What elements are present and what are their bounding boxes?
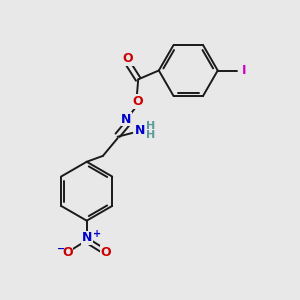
Text: −: − — [57, 244, 65, 254]
Text: H: H — [146, 130, 155, 140]
Text: O: O — [123, 52, 133, 65]
Text: H: H — [146, 122, 155, 131]
Text: I: I — [242, 64, 247, 77]
Text: +: + — [93, 229, 101, 239]
Text: N: N — [82, 231, 92, 244]
Text: N: N — [134, 124, 145, 137]
Text: O: O — [100, 246, 111, 259]
Text: O: O — [132, 95, 143, 108]
Text: O: O — [62, 246, 73, 259]
Text: N: N — [121, 112, 132, 126]
